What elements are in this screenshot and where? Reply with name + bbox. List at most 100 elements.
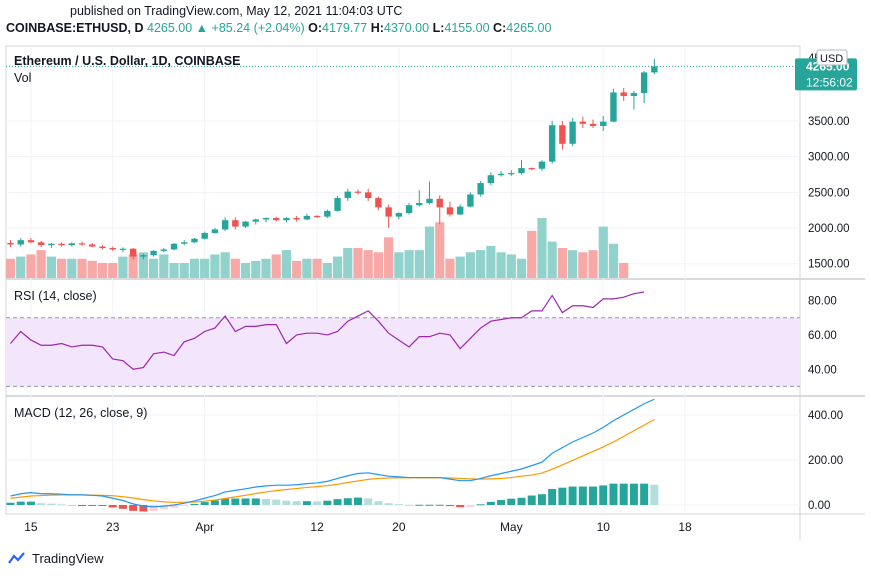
candle-body xyxy=(252,219,259,222)
volume-bar xyxy=(394,252,404,278)
published-note: published on TradingView.com, May 12, 20… xyxy=(70,4,403,18)
macd-histogram-bar xyxy=(558,487,567,505)
candle-body xyxy=(99,246,106,249)
candle-body xyxy=(58,243,65,246)
volume-bar xyxy=(384,237,394,278)
candle-body xyxy=(109,248,116,250)
macd-histogram-bar xyxy=(548,489,557,505)
volume-bar xyxy=(240,263,251,278)
high-value: 4370.00 xyxy=(383,21,430,35)
volume-label: Vol xyxy=(14,71,31,85)
volume-bar xyxy=(87,260,97,278)
candle-body xyxy=(119,248,127,250)
volume-bar xyxy=(67,258,77,278)
macd-histogram-bar xyxy=(262,498,270,505)
bar-countdown: 12:56:02 xyxy=(806,75,853,89)
candle-body xyxy=(579,121,587,124)
macd-histogram-bar xyxy=(302,501,311,505)
candle-body xyxy=(334,198,341,211)
macd-histogram-bar xyxy=(272,499,281,505)
tradingview-logo[interactable]: TradingView xyxy=(8,551,104,566)
close-value: 4265.00 xyxy=(506,21,552,35)
candle-body xyxy=(27,240,35,243)
macd-histogram-bar xyxy=(139,505,148,512)
macd-histogram-bar xyxy=(200,502,209,505)
time-tick-label: Apr xyxy=(195,520,214,534)
macd-histogram-bar xyxy=(159,505,168,510)
candle-body xyxy=(395,213,403,217)
candle-body xyxy=(232,220,239,227)
currency-button xyxy=(816,49,848,66)
rsi-tick-label: 80.00 xyxy=(808,296,837,308)
rsi-label: RSI (14, close) xyxy=(14,289,97,303)
volume-bar xyxy=(179,263,189,278)
volume-bar xyxy=(568,250,578,278)
macd-histogram-bar xyxy=(497,500,506,505)
candle-body xyxy=(129,248,137,257)
volume-bar xyxy=(189,258,200,278)
rsi-tick-label: 60.00 xyxy=(808,330,837,342)
volume-bar xyxy=(547,241,557,278)
candle-body xyxy=(201,233,208,239)
candle-body xyxy=(518,168,525,174)
candle-body xyxy=(416,203,423,206)
price-tick-label: 2000.00 xyxy=(808,223,850,235)
ohlc-legend: COINBASE:ETHUSD, D 4265.00 ▲ +85.24 (+2.… xyxy=(6,21,551,35)
macd-histogram-bar xyxy=(170,505,179,508)
symbol-label: COINBASE:ETHUSD, D xyxy=(6,21,144,35)
volume-bar xyxy=(292,260,302,278)
macd-histogram-bar xyxy=(98,505,107,506)
candle-body xyxy=(559,125,566,144)
macd-histogram-bar xyxy=(640,483,649,505)
macd-histogram-bar xyxy=(292,501,301,505)
volume-bar xyxy=(108,263,118,278)
candle-body xyxy=(651,66,658,73)
macd-histogram-bar xyxy=(37,503,46,505)
time-tick-label: 20 xyxy=(392,520,406,534)
time-tick-label: 12 xyxy=(310,520,324,534)
volume-bar xyxy=(363,250,373,278)
macd-histogram-bar xyxy=(47,503,56,505)
volume-bar xyxy=(506,254,516,278)
volume-bar xyxy=(557,248,567,278)
macd-histogram-bar xyxy=(466,505,475,507)
macd-tick-label: 400.00 xyxy=(808,410,843,422)
macd-histogram-bar xyxy=(190,503,199,505)
candle-body xyxy=(538,161,546,169)
candle-body xyxy=(303,215,311,220)
volume-bar xyxy=(578,252,588,278)
volume-bar xyxy=(16,256,26,278)
signal-line xyxy=(10,418,655,503)
volume-bar xyxy=(353,248,363,278)
volume-bar xyxy=(148,258,159,278)
volume-bar xyxy=(435,222,445,278)
candle-body xyxy=(17,240,24,245)
volume-bar xyxy=(26,254,36,278)
candle-body xyxy=(7,243,14,245)
rsi-tick-label: 40.00 xyxy=(808,364,837,376)
macd-histogram-bar xyxy=(415,504,424,506)
candle-body xyxy=(262,218,270,220)
candle-body xyxy=(620,92,627,96)
macd-histogram-bar xyxy=(210,500,219,505)
volume-bar xyxy=(281,250,292,278)
volume-bar xyxy=(486,245,496,278)
candle-body xyxy=(181,242,188,244)
macd-histogram-bar xyxy=(16,501,25,505)
volume-bar xyxy=(516,258,527,278)
candle-body xyxy=(37,242,45,246)
candle-body xyxy=(283,218,290,221)
macd-histogram-bar xyxy=(578,486,587,505)
candle-body xyxy=(48,243,55,246)
macd-histogram-bar xyxy=(537,494,546,505)
last-price-badge xyxy=(795,58,857,91)
volume-bar xyxy=(455,256,465,278)
volume-bar xyxy=(200,258,210,278)
macd-histogram-bar xyxy=(282,500,291,505)
macd-histogram-bar xyxy=(231,498,240,505)
macd-histogram-bar xyxy=(108,505,117,508)
macd-histogram-bar xyxy=(599,485,608,505)
candle-body xyxy=(324,210,331,217)
candle-body xyxy=(344,191,351,199)
